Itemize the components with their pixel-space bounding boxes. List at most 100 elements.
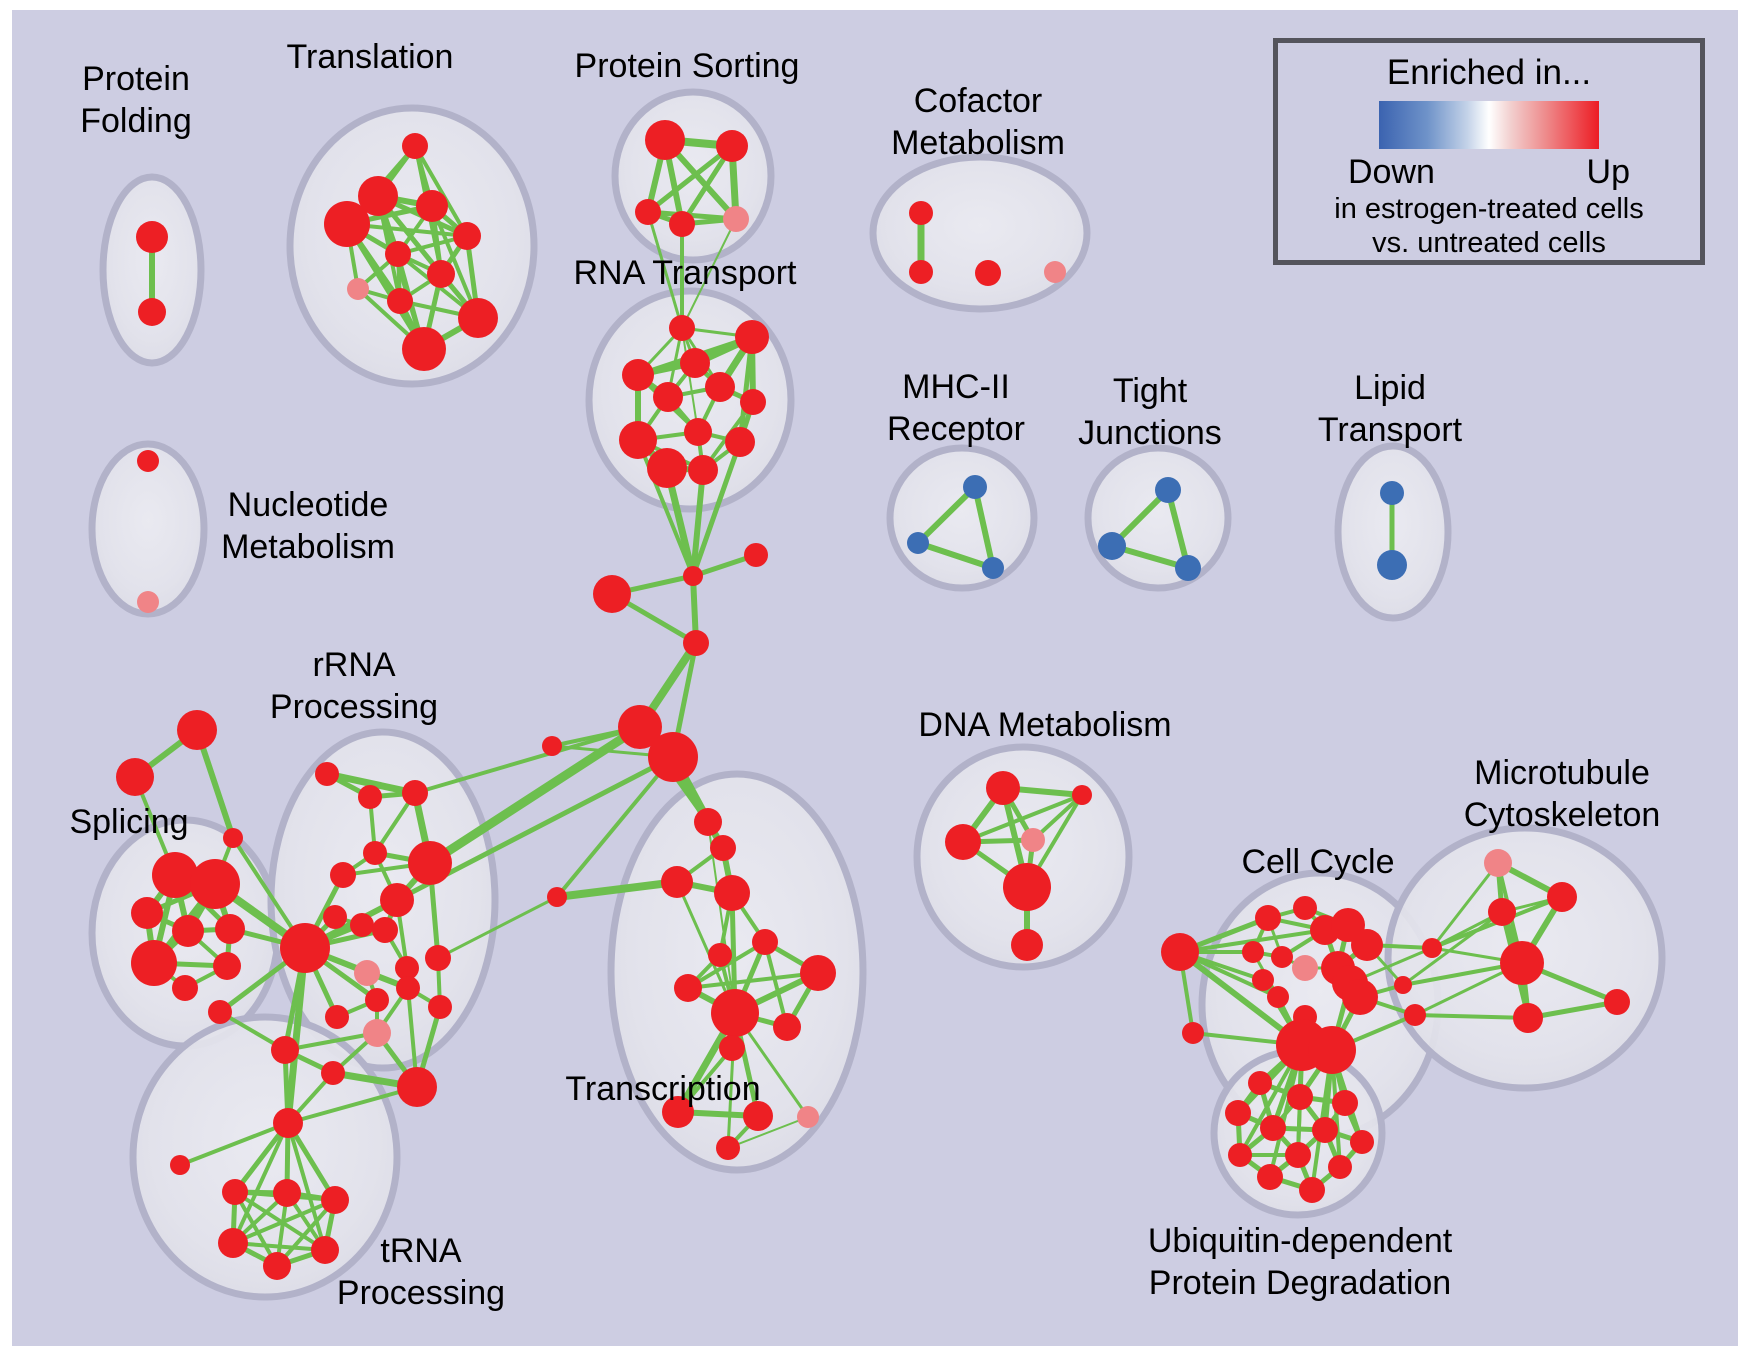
node-pf1 (136, 221, 168, 253)
node-c1 (909, 201, 933, 225)
node-u7 (1350, 1130, 1374, 1154)
node-tx14 (716, 1136, 740, 1160)
node-r2 (735, 320, 769, 354)
node-s1 (645, 120, 685, 160)
node-rr4 (363, 841, 387, 865)
node-cn1 (1422, 938, 1442, 958)
node-ti (170, 1155, 190, 1175)
edge-tn4-tn5 (231, 1241, 327, 1252)
cluster-label-tr: Translation (287, 38, 454, 76)
node-r7 (740, 389, 766, 415)
node-rr11 (395, 956, 419, 980)
node-r12 (688, 455, 718, 485)
node-n2 (137, 591, 159, 613)
node-d1 (986, 771, 1020, 805)
edge-cn3-mt5 (1413, 1013, 1530, 1020)
cluster-label-trna-line2: Processing (337, 1274, 505, 1312)
node-l1 (1380, 481, 1404, 505)
edge-tn3-tn6 (275, 1198, 337, 1268)
edge-s3-s5 (645, 209, 739, 222)
edge-t1-t5 (413, 144, 469, 238)
node-te (363, 1019, 391, 1047)
node-u1 (1248, 1071, 1272, 1095)
node-tx12 (743, 1101, 773, 1131)
node-u10 (1328, 1155, 1352, 1179)
edge-cn2-mt3 (1401, 910, 1504, 987)
node-m3 (982, 557, 1004, 579)
node-sp10 (213, 952, 241, 980)
node-rr12 (425, 945, 451, 971)
legend-box: Enriched in... Down Up in estrogen-treat… (1273, 38, 1705, 265)
node-rr14 (396, 976, 420, 1000)
node-r8 (684, 418, 712, 446)
node-cc14 (1342, 979, 1378, 1015)
legend-subtitle-line1: in estrogen-treated cells (1334, 192, 1644, 225)
edge-r2-r10 (737, 334, 755, 445)
node-sp1 (177, 710, 217, 750)
node-s5 (723, 206, 749, 232)
node-c4 (1044, 261, 1066, 283)
edge-tx13-tx14 (727, 1116, 809, 1149)
node-g2 (1098, 532, 1126, 560)
node-d4 (1021, 828, 1045, 852)
node-s4 (669, 211, 695, 237)
node-u8 (1228, 1143, 1252, 1167)
edge-rh-th (284, 944, 309, 1127)
node-mp (1484, 849, 1512, 877)
edge-r12-j1 (690, 467, 706, 579)
cluster-label-ps: Protein Sorting (575, 47, 800, 85)
cluster-label-rr-line1: rRNA (312, 646, 395, 684)
node-rr8 (323, 905, 347, 929)
node-mt3 (1488, 898, 1516, 926)
node-g3 (1175, 555, 1201, 581)
node-r1 (669, 315, 695, 341)
node-tb (271, 1036, 299, 1064)
cluster-ellipse-cm (869, 153, 1091, 313)
node-m2 (907, 532, 929, 554)
edge-hb-rr3 (413, 725, 642, 795)
node-u5 (1260, 1115, 1286, 1141)
legend-up-label: Up (1586, 152, 1630, 191)
node-js (542, 736, 562, 756)
node-j2 (683, 630, 709, 656)
node-t10 (458, 298, 498, 338)
node-sp3 (223, 828, 243, 848)
node-tx5 (752, 929, 778, 955)
node-hc (648, 732, 698, 782)
cluster-label-nm-line2: Metabolism (221, 528, 395, 566)
node-t4 (324, 201, 370, 247)
node-c3 (975, 260, 1001, 286)
node-cc3 (1255, 905, 1281, 931)
cluster-label-sp: Splicing (69, 803, 188, 841)
node-cc2 (1182, 1022, 1204, 1044)
legend-axis-labels: Down Up (1348, 153, 1630, 192)
node-cc4 (1293, 896, 1317, 920)
node-c2 (909, 260, 933, 284)
node-t3 (416, 190, 448, 222)
node-d2 (1072, 785, 1092, 805)
node-m1 (963, 475, 987, 499)
node-n1 (137, 450, 159, 472)
node-u6 (1312, 1117, 1338, 1143)
edge-td-th (286, 1085, 419, 1125)
node-d6 (1011, 929, 1043, 961)
node-cc11 (1351, 929, 1383, 961)
edge-d2-d3 (961, 793, 1084, 844)
node-tx8 (800, 955, 836, 991)
node-mt4 (1500, 941, 1544, 985)
cluster-label-trna-line1: tRNA (380, 1232, 462, 1270)
node-ta (208, 1000, 232, 1024)
node-cc8 (1267, 986, 1289, 1008)
node-u3 (1332, 1090, 1358, 1116)
node-r6 (653, 382, 683, 412)
node-t5 (453, 222, 481, 250)
node-u2 (1287, 1084, 1313, 1110)
node-cp (1292, 955, 1318, 981)
node-t6 (385, 241, 411, 267)
edge-tb-te (283, 1031, 379, 1052)
node-rr9 (350, 913, 374, 937)
node-tx7 (674, 974, 702, 1002)
node-d5 (1003, 863, 1051, 911)
cluster-label-ub-line1: Ubiquitin-dependent (1148, 1222, 1453, 1260)
node-t7 (427, 260, 455, 288)
